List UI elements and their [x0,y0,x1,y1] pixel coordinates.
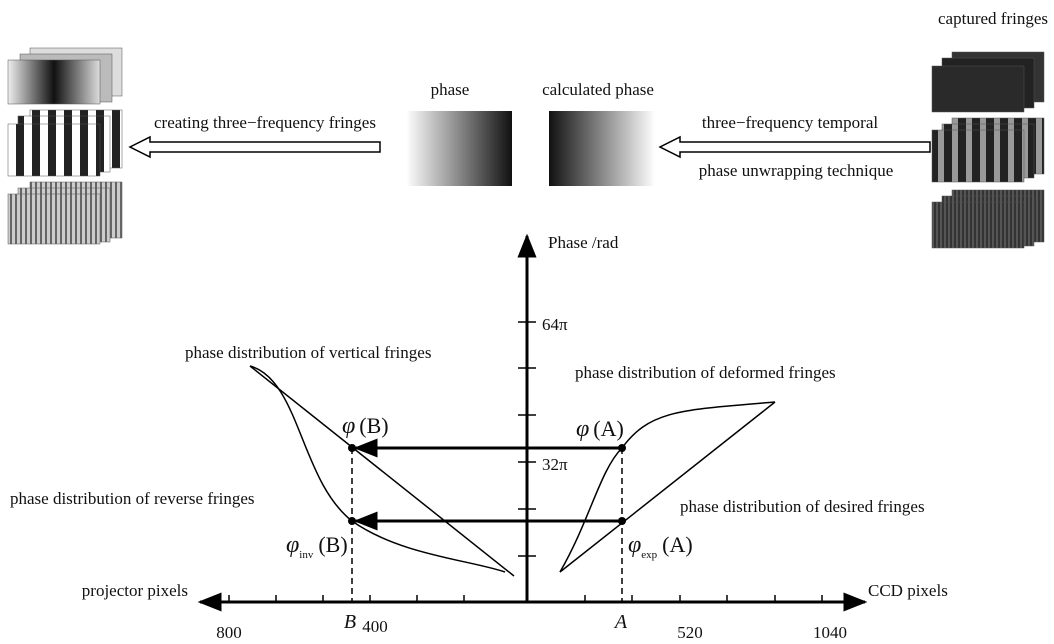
x-tick-label: 400 [362,617,388,636]
x-tick-label: 800 [216,623,242,642]
phi-symbol: φ [286,532,299,558]
captured-fringes-label: captured fringes [938,9,1048,28]
phi-argument: (A) [662,532,693,557]
hollow-arrow [660,137,930,157]
phase-image [406,111,512,186]
phi-argument: (B) [359,413,388,438]
phi-symbol: φ [342,413,355,439]
x-axis-left-label: projector pixels [82,581,188,600]
y-tick-label: 32π [542,455,568,474]
x-tick-label: 520 [677,623,703,642]
phi-label: φexp (A) [628,532,693,561]
mapping-arrows [356,448,622,521]
curve-label: phase distribution of vertical fringes [185,343,431,362]
phi-argument: (B) [318,532,347,557]
axes [200,236,865,602]
curve-label: phase distribution of deformed fringes [575,363,836,382]
captured-fringe-images [932,52,1044,248]
phase-label: phase [431,80,470,99]
dashed-lines [352,448,622,602]
phi-subscript: inv [299,549,314,561]
calculated-phase-image [549,111,655,186]
calculated-phase-label: calculated phase [542,80,654,99]
hollow-arrow [130,137,380,157]
diagram: captured fringes phase calculated phase … [0,0,1054,644]
right-arrow-label: three−frequency temporal [702,113,878,132]
phi-label: φinv (B) [286,532,348,561]
phi-symbol: φ [576,416,589,442]
x-axis-right-label: CCD pixels [868,581,948,600]
generated-fringes [8,48,122,244]
right-arrow-label: phase unwrapping technique [699,161,894,180]
point-label: A [613,611,628,633]
point-label: B [344,611,356,633]
curve-label: phase distribution of reverse fringes [10,489,255,508]
phi-label: φ(B) [342,413,389,439]
phi-subscript: exp [641,549,657,561]
curve-label: phase distribution of desired fringes [680,497,925,516]
x-tick-label: 1040 [813,623,847,642]
left-arrow-label: creating three−frequency fringes [154,113,376,132]
phi-label: φ(A) [576,416,624,442]
y-tick-label: 64π [542,315,568,334]
phi-argument: (A) [593,416,624,441]
phi-symbol: φ [628,532,641,558]
y-axis-label: Phase /rad [548,233,619,252]
points [348,444,626,525]
